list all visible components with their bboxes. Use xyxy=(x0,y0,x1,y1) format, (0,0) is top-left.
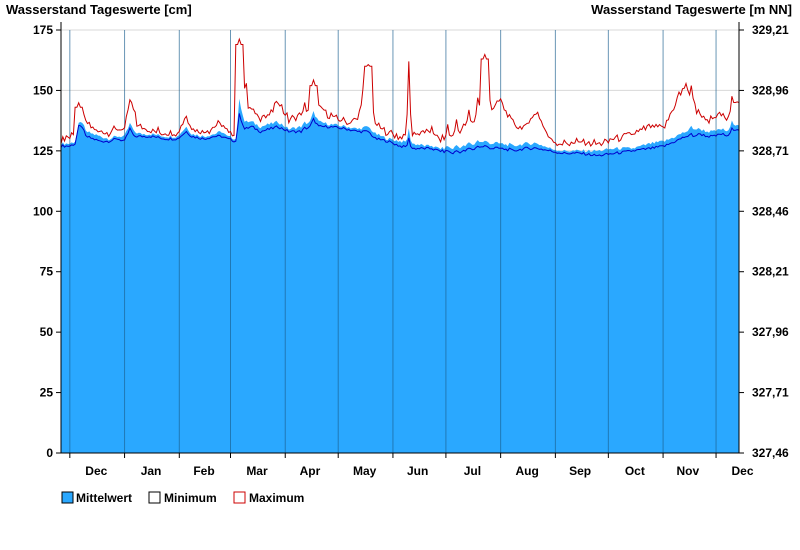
legend-swatch-minimum xyxy=(148,491,161,504)
axes: 0 25 50 75 100 125 150 175 327,46 327,71 327,96 328… xyxy=(33,22,789,478)
month-label-8: Aug xyxy=(515,464,538,478)
left-tick-label-5: 125 xyxy=(33,144,53,158)
month-label-5: May xyxy=(353,464,377,478)
month-label-6: Jun xyxy=(407,464,428,478)
left-tick-label-0: 0 xyxy=(46,446,53,460)
right-tick-label-4: 328,46 xyxy=(752,204,789,218)
month-label-0: Dec xyxy=(85,464,107,478)
month-label-11: Nov xyxy=(676,464,699,478)
month-label-4: Apr xyxy=(300,464,321,478)
left-tick-label-4: 100 xyxy=(33,204,53,218)
month-label-10: Oct xyxy=(625,464,645,478)
left-tick-label-7: 175 xyxy=(33,23,53,37)
series-maximum-line xyxy=(60,37,740,147)
series-mittelwert-area xyxy=(61,98,739,453)
right-tick-label-1: 327,71 xyxy=(752,386,789,400)
left-axis-title: Wasserstand Tageswerte [cm] xyxy=(6,2,192,17)
left-tick-label-2: 50 xyxy=(40,325,54,339)
series-minimum-line xyxy=(60,113,740,157)
legend-label-mittelwert: Mittelwert xyxy=(76,491,132,505)
month-label-7: Jul xyxy=(464,464,481,478)
plot-area xyxy=(60,29,740,454)
right-tick-label-6: 328,96 xyxy=(752,83,789,97)
right-tick-label-3: 328,21 xyxy=(752,265,789,279)
month-label-2: Feb xyxy=(193,464,214,478)
right-tick-label-2: 327,96 xyxy=(752,325,789,339)
right-tick-label-5: 328,71 xyxy=(752,144,789,158)
left-tick-label-6: 150 xyxy=(33,83,53,97)
legend-swatch-mittelwert xyxy=(61,491,74,504)
month-label-1: Jan xyxy=(141,464,162,478)
right-axis-title: Wasserstand Tageswerte [m NN] xyxy=(591,2,792,17)
right-tick-label-0: 327,46 xyxy=(752,446,789,460)
left-tick-label-3: 75 xyxy=(40,265,54,279)
right-tick-label-7: 329,21 xyxy=(752,23,789,37)
month-label-9: Sep xyxy=(569,464,591,478)
left-tick-label-1: 25 xyxy=(40,386,54,400)
legend-label-maximum: Maximum xyxy=(249,491,304,505)
month-label-3: Mar xyxy=(246,464,268,478)
legend: Mittelwert Minimum Maximum xyxy=(61,491,304,505)
month-label-12: Dec xyxy=(732,464,754,478)
legend-swatch-maximum xyxy=(233,491,246,504)
legend-label-minimum: Minimum xyxy=(164,491,217,505)
